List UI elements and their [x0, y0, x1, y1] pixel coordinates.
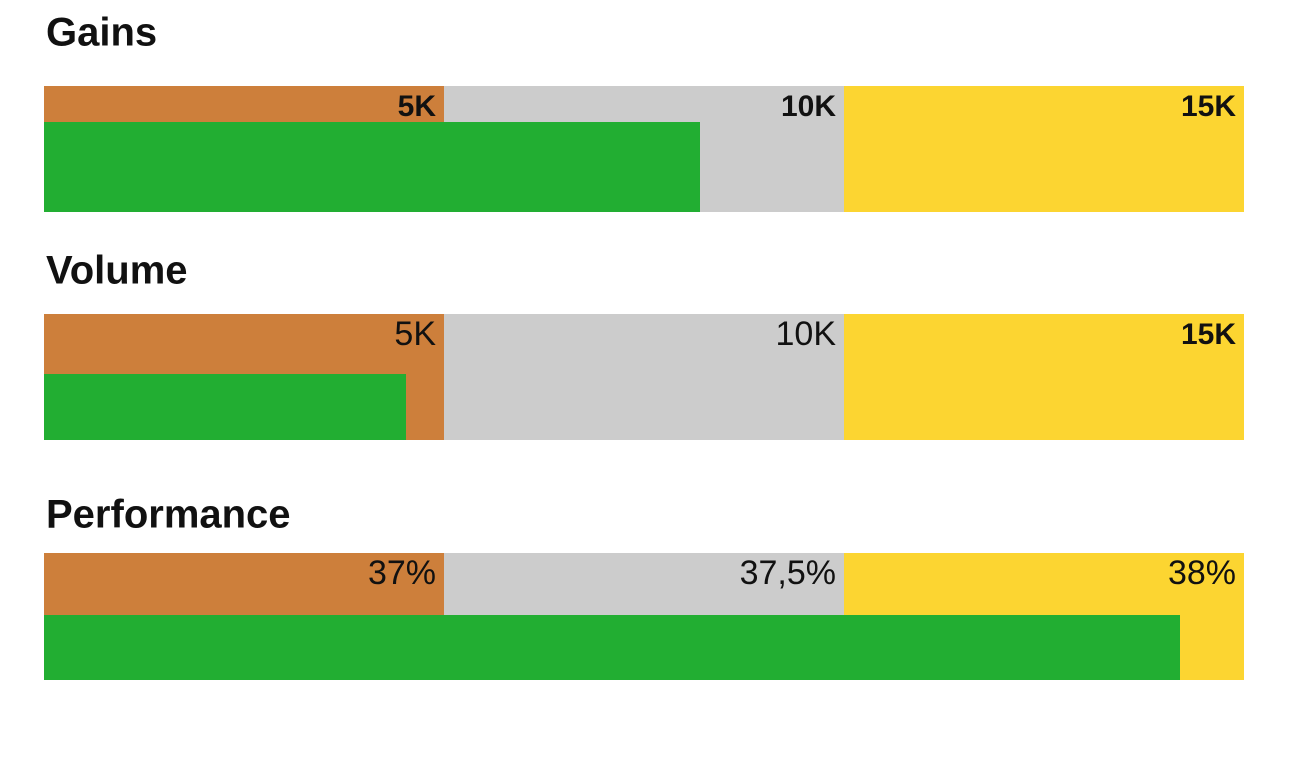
tick-label: 37,5% — [740, 554, 836, 592]
chart-title: Gains — [46, 11, 157, 55]
value-bar — [44, 615, 1180, 680]
tick-label: 15K — [1181, 90, 1236, 123]
range-band — [444, 314, 844, 440]
tick-label: 15K — [1181, 318, 1236, 351]
tick-label: 37% — [368, 554, 436, 592]
tick-label: 10K — [781, 90, 836, 123]
tick-label: 5K — [394, 315, 436, 353]
value-bar — [44, 122, 700, 212]
range-band — [844, 314, 1244, 440]
chart-title: Volume — [46, 249, 188, 293]
range-band — [844, 86, 1244, 212]
tick-label: 38% — [1168, 554, 1236, 592]
tick-label: 10K — [776, 315, 837, 353]
tick-label: 5K — [398, 90, 437, 123]
value-bar — [44, 374, 406, 440]
chart-title: Performance — [46, 493, 291, 537]
